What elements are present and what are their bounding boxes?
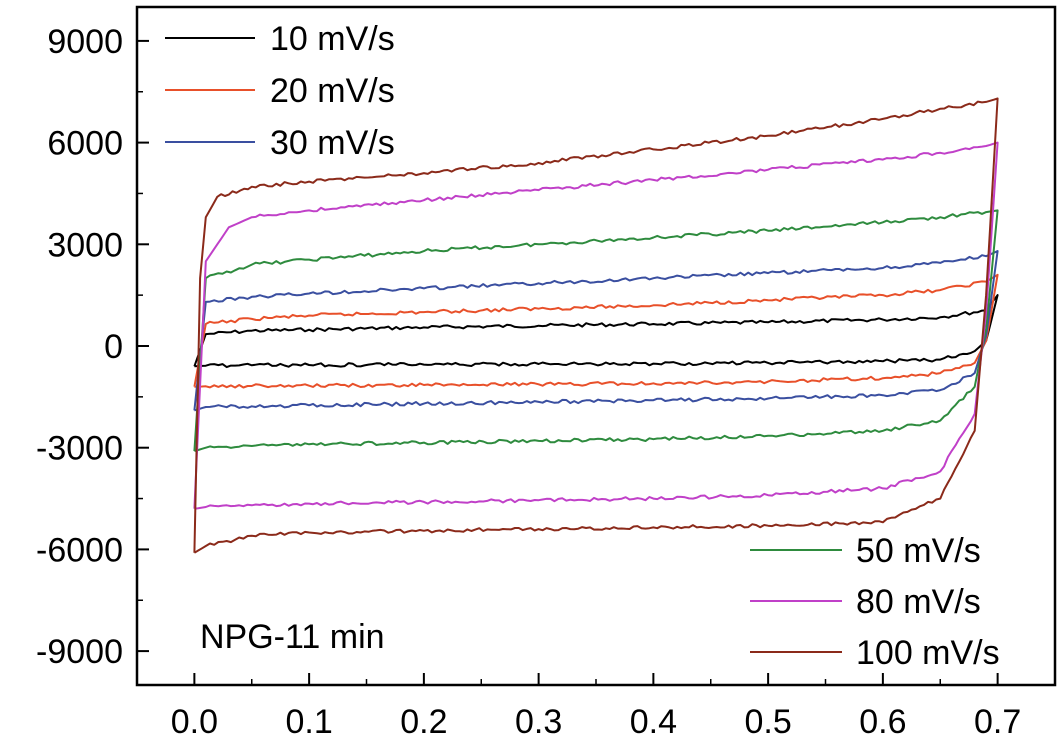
legend-label: 20 mV/s [270, 72, 395, 110]
y-tick-label: -6000 [36, 531, 123, 569]
x-tick-label: 0.1 [285, 703, 332, 741]
y-tick-label: 6000 [47, 125, 123, 163]
series-line [193, 141, 999, 510]
series-layer [193, 97, 999, 554]
y-tick-label: -9000 [36, 633, 123, 671]
legend-label: 50 mV/s [856, 532, 981, 570]
x-tick-label: 0.5 [744, 703, 791, 741]
y-tick-label: 0 [104, 328, 123, 366]
x-tick-label: 0.0 [171, 703, 218, 741]
legend-label: 80 mV/s [856, 583, 981, 621]
legend-label: 100 mV/s [856, 634, 1000, 672]
x-tick-label: 0.3 [515, 703, 562, 741]
series-line [193, 273, 999, 389]
x-tick-label: 0.6 [859, 703, 906, 741]
series-line [193, 250, 999, 412]
legend-label: 30 mV/s [270, 124, 395, 162]
x-tick-label: 0.4 [630, 703, 677, 741]
y-tick-label: 3000 [47, 226, 123, 264]
legend-label: 10 mV/s [270, 20, 395, 58]
x-axis-ticks: 0.0 0.1 0.2 0.3 0.4 0.5 0.6 0.7 [171, 673, 1021, 741]
series-line [193, 294, 999, 369]
x-tick-label: 0.2 [400, 703, 447, 741]
sample-annotation: NPG-11 min [200, 618, 385, 656]
x-tick-label: 0.7 [974, 703, 1021, 741]
series-line [193, 97, 999, 554]
legend: 10 mV/s 20 mV/s 30 mV/s 50 mV/s 80 mV/s 100 m… [165, 20, 1000, 672]
y-tick-label: -3000 [36, 430, 123, 468]
series-line [193, 209, 999, 453]
y-axis-ticks: 9000 6000 3000 0 -3000 -6000 -9000 [36, 23, 149, 671]
y-tick-label: 9000 [47, 23, 123, 61]
